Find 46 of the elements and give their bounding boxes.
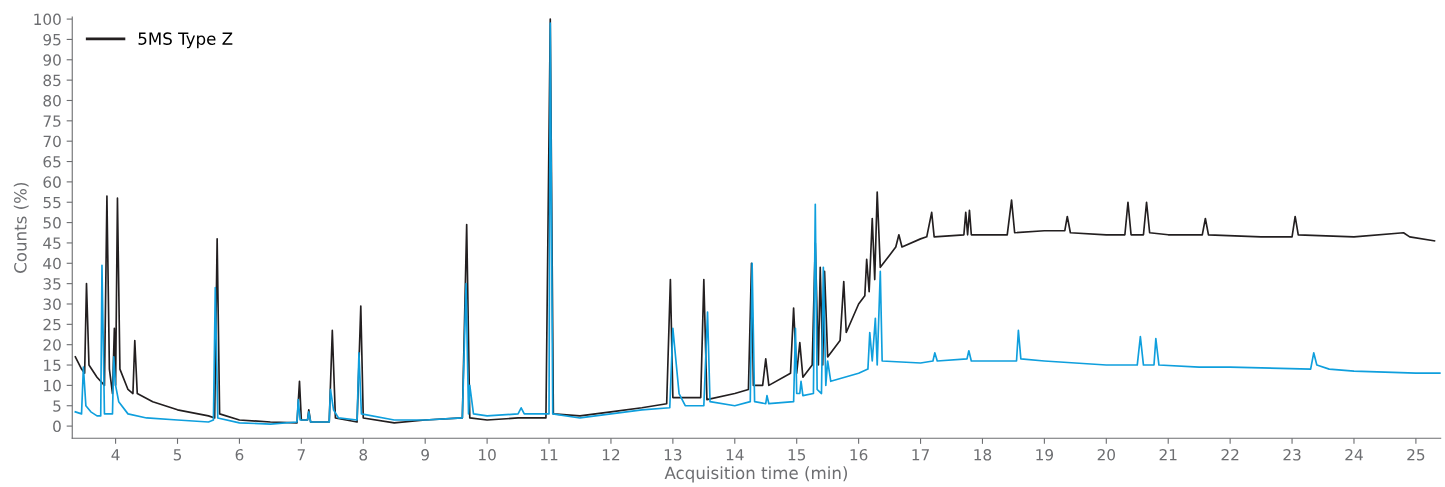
y-tick-label: 80	[43, 94, 61, 107]
x-tick-label: 25	[1407, 448, 1425, 461]
x-tick-label: 15	[788, 449, 806, 461]
x-tick-label: 19	[1036, 448, 1054, 461]
x-tick-label: 6	[235, 448, 244, 461]
y-tick-label: 30	[43, 298, 61, 311]
legend-label: 5MS Type Z	[138, 32, 233, 49]
y-tick-label: 25	[43, 318, 61, 331]
x-tick-label: 4	[111, 449, 120, 461]
x-tick-label: 17	[912, 449, 929, 461]
x-axis-title: Acquisition time (min)	[664, 466, 848, 483]
y-tick-label: 40	[43, 257, 61, 270]
x-tick-label: 11	[540, 449, 558, 461]
y-axis-title: Counts (%)	[13, 182, 29, 273]
y-tick-label: 60	[43, 176, 61, 188]
x-tick-label: 7	[297, 449, 305, 461]
x-tick-label: 20	[1097, 448, 1116, 461]
x-tick-label: 13	[664, 448, 682, 461]
x-tick-label: 12	[602, 448, 620, 461]
y-tick-label: 70	[43, 135, 61, 148]
x-tick-label: 10	[479, 448, 496, 461]
x-tick-label: 23	[1283, 448, 1301, 461]
y-tick-label: 0	[53, 420, 61, 433]
y-tick-label: 5	[53, 400, 61, 412]
y-tick-label: 20	[43, 339, 61, 351]
x-tick-label: 24	[1345, 448, 1363, 461]
y-tick-label: 90	[43, 54, 61, 66]
y-tick-label: 95	[43, 33, 61, 46]
x-tick-label: 22	[1221, 448, 1239, 461]
x-tick-label: 21	[1159, 448, 1177, 461]
y-tick-label: 55	[43, 196, 61, 209]
y-tick-label: 35	[43, 278, 61, 290]
x-tick-label: 14	[726, 449, 744, 461]
x-tick-label: 5	[173, 449, 182, 461]
x-tick-label: 18	[974, 448, 992, 461]
y-tick-label: 10	[44, 379, 61, 392]
y-tick-label: 50	[43, 217, 61, 229]
y-tick-label: 75	[43, 115, 61, 127]
y-tick-label: 65	[43, 156, 61, 168]
y-tick-label: 15	[44, 359, 61, 372]
y-tick-label: 45	[43, 237, 61, 249]
y-tick-label: 85	[43, 74, 61, 87]
x-tick-label: 16	[850, 448, 868, 461]
x-tick-label: 9	[421, 448, 429, 461]
x-tick-label: 8	[359, 448, 368, 461]
y-tick-label: 100	[34, 13, 61, 26]
